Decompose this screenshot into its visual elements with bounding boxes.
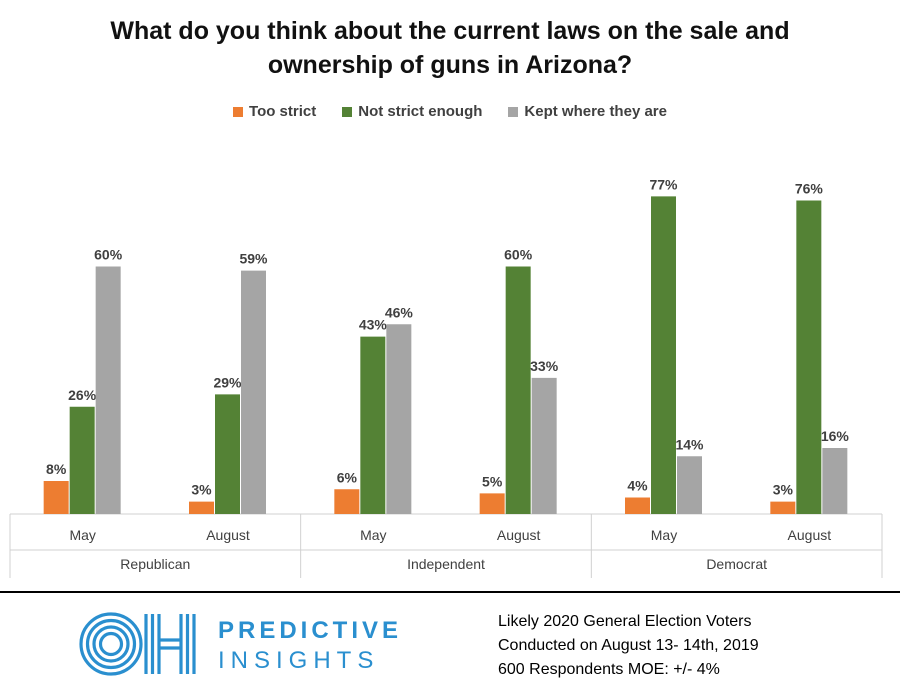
category-label-republican-august: August	[206, 527, 250, 543]
legend-label-too-strict: Too strict	[249, 103, 317, 120]
data-label-independent-may-too-strict: 6%	[337, 469, 358, 485]
legend-item-kept-where-they-are: Kept where they are	[508, 103, 667, 120]
bar-democrat-may-kept-where-they-are	[677, 456, 702, 514]
title-line-1: What do you think about the current laws…	[110, 17, 790, 45]
bar-chart: 8% 26% 60% May 3% 29% 59% August Republican 6% 43%…	[9, 176, 883, 578]
bar-republican-may-not-strict-enough	[69, 406, 95, 514]
survey-note: Likely 2020 General Election Voters Cond…	[498, 610, 759, 682]
data-label-democrat-august-too-strict: 3%	[773, 482, 794, 498]
brand-name: PREDICTIVE INSIGHTS	[218, 616, 402, 676]
category-label-republican-may: May	[69, 527, 95, 543]
legend-swatch-kept-where-they-are	[508, 106, 519, 117]
data-label-democrat-august-not-strict-enough: 76%	[795, 181, 824, 197]
data-label-democrat-may-kept-where-they-are: 14%	[675, 436, 704, 452]
legend: Too strict Not strict enough Kept where …	[0, 103, 900, 120]
data-label-republican-august-kept-where-they-are: 59%	[239, 251, 268, 267]
category-label-independent-august: August	[497, 527, 541, 543]
bar-democrat-may-not-strict-enough	[651, 196, 676, 514]
category-label-democrat-august: August	[788, 527, 832, 543]
survey-note-line-3: 600 Respondents MOE: +/- 4%	[498, 661, 720, 678]
chart-title: What do you think about the current laws…	[40, 14, 860, 82]
group-label-republican: Republican	[120, 556, 190, 572]
data-label-independent-august-not-strict-enough: 60%	[504, 247, 533, 263]
legend-label-kept-where-they-are: Kept where they are	[524, 103, 667, 120]
data-label-democrat-may-too-strict: 4%	[627, 478, 648, 494]
category-label-independent-may: May	[360, 527, 386, 543]
bar-republican-august-not-strict-enough	[215, 394, 240, 514]
data-label-independent-may-not-strict-enough: 43%	[359, 317, 388, 333]
bar-independent-august-kept-where-they-are	[531, 377, 557, 514]
predictive-insights-logo-icon	[79, 612, 196, 676]
data-label-republican-august-too-strict: 3%	[191, 482, 212, 498]
legend-swatch-not-strict-enough	[342, 106, 353, 117]
data-label-republican-may-not-strict-enough: 26%	[68, 387, 97, 403]
legend-item-too-strict: Too strict	[233, 103, 316, 120]
bar-independent-august-not-strict-enough	[505, 266, 531, 514]
survey-note-line-1: Likely 2020 General Election Voters	[498, 613, 752, 630]
bar-democrat-august-not-strict-enough	[796, 200, 822, 514]
legend-swatch-too-strict	[233, 106, 244, 117]
bar-republican-august-too-strict	[189, 501, 214, 514]
data-label-republican-may-kept-where-they-are: 60%	[94, 247, 123, 263]
bar-independent-may-kept-where-they-are	[386, 324, 412, 514]
footer-divider	[0, 591, 900, 593]
brand-line-2: INSIGHTS	[218, 647, 380, 674]
data-label-republican-may-too-strict: 8%	[46, 461, 67, 477]
bar-democrat-august-too-strict	[770, 501, 796, 514]
data-label-independent-may-kept-where-they-are: 46%	[385, 304, 414, 320]
data-label-independent-august-too-strict: 5%	[482, 473, 503, 489]
bar-independent-may-not-strict-enough	[360, 336, 386, 514]
data-label-independent-august-kept-where-they-are: 33%	[530, 358, 559, 374]
data-label-democrat-may-not-strict-enough: 77%	[649, 176, 678, 192]
data-label-republican-august-not-strict-enough: 29%	[213, 374, 242, 390]
brand-line-1: PREDICTIVE	[218, 617, 403, 644]
bar-independent-august-too-strict	[479, 493, 505, 514]
bar-republican-may-too-strict	[43, 481, 69, 514]
group-label-independent: Independent	[407, 556, 485, 572]
legend-label-not-strict-enough: Not strict enough	[358, 103, 483, 120]
bar-republican-august-kept-where-they-are	[241, 270, 266, 514]
title-line-2: ownership of guns in Arizona?	[267, 51, 633, 79]
data-label-democrat-august-kept-where-they-are: 16%	[821, 428, 850, 444]
bar-independent-may-too-strict	[334, 489, 360, 514]
category-label-democrat-may: May	[651, 527, 677, 543]
survey-note-line-2: Conducted on August 13- 14th, 2019	[498, 637, 759, 654]
group-label-democrat: Democrat	[706, 556, 767, 572]
bar-democrat-may-too-strict	[625, 497, 650, 514]
bar-democrat-august-kept-where-they-are	[822, 448, 848, 514]
legend-item-not-strict-enough: Not strict enough	[342, 103, 482, 120]
bar-republican-may-kept-where-they-are	[95, 266, 121, 514]
